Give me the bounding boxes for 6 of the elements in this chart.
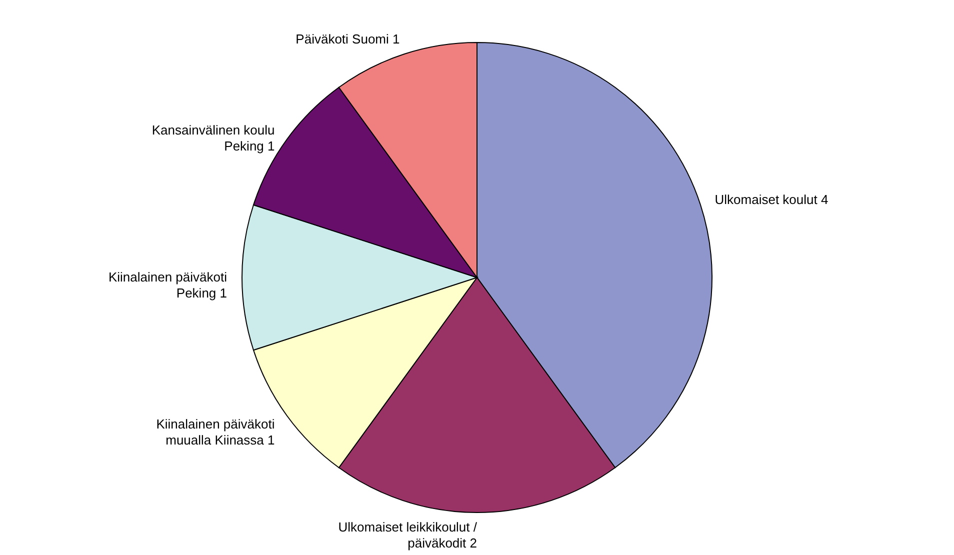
slice-label: Ulkomaiset koulut 4 xyxy=(714,192,828,208)
slice-label: Kiinalainen päiväkoti Peking 1 xyxy=(108,270,228,300)
slice-label: Kansainvälinen koulu Peking 1 xyxy=(152,122,275,154)
slice-label: Päiväkoti Suomi 1 xyxy=(296,32,400,47)
slice-label: Ulkomaiset leikkikoulut / päiväkodit 2 xyxy=(338,520,478,550)
slice-label: Kiinalainen päiväkoti muualla Kiinassa 1 xyxy=(156,416,275,448)
